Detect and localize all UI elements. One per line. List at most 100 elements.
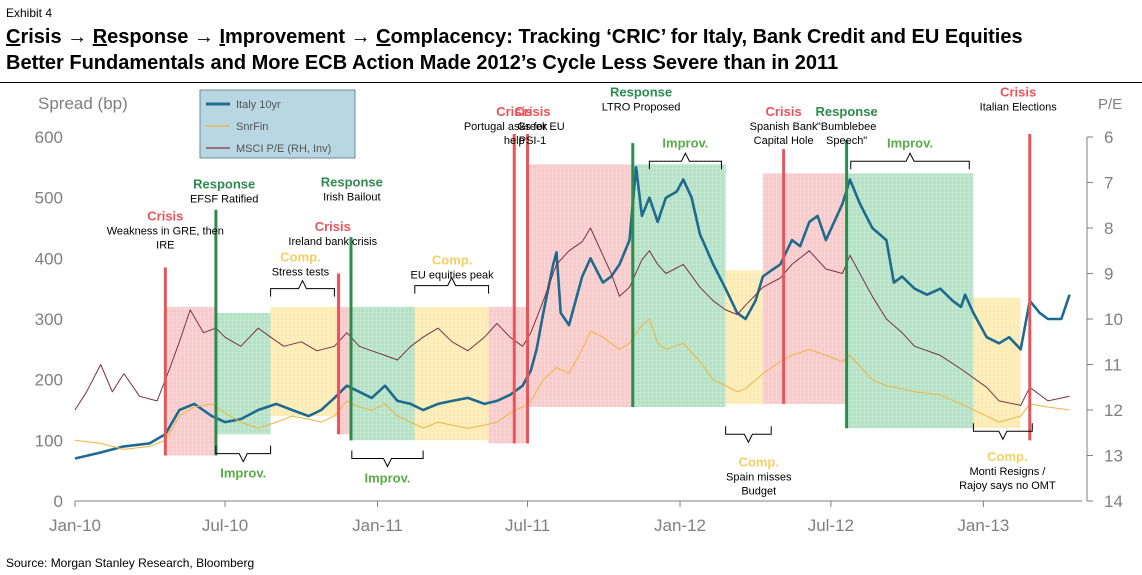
title-part-5: mprovement → <box>225 26 377 48</box>
legend-box <box>199 89 356 159</box>
brace-5 <box>351 450 424 468</box>
series-line-1 <box>74 318 1070 450</box>
annotation-text: Stress tests <box>272 266 330 278</box>
left-tick-label: 200 <box>35 371 63 390</box>
annotation-text: EFSF Ratified <box>190 194 258 206</box>
region-response-8 <box>632 164 726 407</box>
x-tick-label: Jan-10 <box>49 516 101 535</box>
annotation-text: PSI-1 <box>519 135 547 147</box>
brace-label-improv: Improv. <box>887 135 933 150</box>
left-tick-label: 500 <box>35 189 63 208</box>
annotation-text: Weakness in GRE, then <box>107 226 224 238</box>
annotation-text: Speech" <box>826 135 867 147</box>
region-crisis-6 <box>488 306 528 444</box>
region-crisis-0 <box>165 306 216 456</box>
brace-3 <box>850 152 970 170</box>
left-tick-label: 300 <box>35 310 63 329</box>
brace-6 <box>725 426 772 444</box>
right-tick-label: 9 <box>1104 265 1113 284</box>
x-tick-label: Jan-11 <box>352 516 403 535</box>
brace-7 <box>972 423 1033 441</box>
series-line-2 <box>74 227 1070 411</box>
annotation-heading-crisis: Crisis <box>147 209 183 224</box>
brace-label-improv: Improv. <box>364 471 410 486</box>
annotation-text: Spanish Bank <box>750 121 818 133</box>
title-part-4: I <box>219 26 225 48</box>
annotation-text: Italian Elections <box>980 101 1058 113</box>
legend-entry-1: SnrFin <box>236 121 268 133</box>
title-part-3: esponse → <box>107 26 220 48</box>
brace-2 <box>648 152 722 170</box>
legend-entry-2: MSCI P/E (RH, Inv) <box>236 143 331 155</box>
region-crisis-10 <box>762 173 847 404</box>
annotation-heading-comp: Comp. <box>739 454 779 469</box>
right-axis-label: P/E <box>1098 96 1122 113</box>
brace-0 <box>270 279 335 297</box>
annotation-heading-response: Response <box>816 104 878 119</box>
x-tick-label: Jan-12 <box>654 516 706 535</box>
annotation-heading-comp: Comp. <box>280 249 320 264</box>
annotation-text: Ireland bank crisis <box>288 236 377 248</box>
title-part-7: omplacency: Tracking ‘CRIC’ for Italy, B… <box>390 26 1023 48</box>
x-tick-label: Jan-13 <box>957 516 1009 535</box>
brace-1 <box>414 276 490 294</box>
left-axis-label: Spread (bp) <box>38 94 128 113</box>
series-line-0 <box>74 166 1071 460</box>
region-response-4 <box>350 306 415 441</box>
annotation-text: help <box>504 135 525 147</box>
annotation-heading-response: Response <box>610 84 672 99</box>
region-comp-2 <box>270 306 339 417</box>
chart-subtitle: Better Fundamentals and More ECB Action … <box>6 52 839 74</box>
region-comp-12 <box>973 297 1021 429</box>
right-tick-label: 14 <box>1104 492 1123 511</box>
x-tick-label: Jul-10 <box>202 516 248 535</box>
annotation-heading-crisis: Crisis <box>315 219 351 234</box>
title-part-2: R <box>92 26 108 48</box>
right-tick-label: 6 <box>1104 128 1113 147</box>
brace-label-improv: Improv. <box>220 466 266 481</box>
title-part-0: C <box>6 26 21 48</box>
annotation-text: Portugal asks for EU <box>464 121 565 133</box>
annotation-text: "Bumblebee <box>817 121 877 133</box>
annotation-text: Greek <box>518 121 548 133</box>
region-crisis-3 <box>338 306 351 435</box>
exhibit-label: Exhibit 4 <box>6 6 53 20</box>
annotation-heading-crisis: Crisis <box>766 104 802 119</box>
source-note: Source: Morgan Stanley Research, Bloombe… <box>6 556 255 570</box>
right-tick-label: 7 <box>1104 174 1113 193</box>
annotation-heading-comp: Comp. <box>987 449 1027 464</box>
right-tick-label: 8 <box>1104 219 1113 238</box>
brace-4 <box>215 445 272 463</box>
brace-label-improv: Improv. <box>662 135 708 150</box>
legend-entry-0: Italy 10yr <box>236 99 281 111</box>
annotation-text: Rajoy says no OMT <box>959 480 1056 492</box>
region-comp-5 <box>414 306 489 441</box>
annotation-heading-response: Response <box>321 175 383 190</box>
annotation-text: Monti Resigns / <box>970 466 1047 478</box>
x-tick-label: Jul-12 <box>808 516 854 535</box>
right-tick-label: 12 <box>1104 401 1123 420</box>
left-tick-label: 400 <box>35 249 63 268</box>
annotation-heading-crisis: Crisis <box>496 104 532 119</box>
right-tick-label: 10 <box>1104 310 1123 329</box>
annotation-text: Capital Hole <box>754 135 814 147</box>
title-part-1: risis → <box>20 26 93 48</box>
left-tick-label: 100 <box>35 431 63 450</box>
chart-title: Crisis → Response → Improvement → Compla… <box>6 26 1023 49</box>
annotation-text: IRE <box>156 240 174 252</box>
title-part-6: C <box>376 26 391 48</box>
left-tick-label: 0 <box>54 492 63 511</box>
annotation-text: Budget <box>741 485 776 497</box>
right-tick-label: 11 <box>1104 356 1122 375</box>
annotation-text: LTRO Proposed <box>602 101 681 113</box>
annotation-heading-comp: Comp. <box>432 252 472 267</box>
x-tick-label: Jul-11 <box>505 516 550 535</box>
annotation-heading-response: Response <box>193 177 255 192</box>
right-tick-label: 13 <box>1104 447 1123 466</box>
region-response-1 <box>215 312 271 435</box>
annotation-heading-crisis: Crisis <box>514 104 550 119</box>
left-tick-label: 600 <box>35 128 63 147</box>
annotation-text: EU equities peak <box>411 269 495 281</box>
title-rule <box>0 82 1142 83</box>
chart-svg: Improv. Improv. Improv. Improv. Crisis Weakne… <box>35 84 1123 535</box>
